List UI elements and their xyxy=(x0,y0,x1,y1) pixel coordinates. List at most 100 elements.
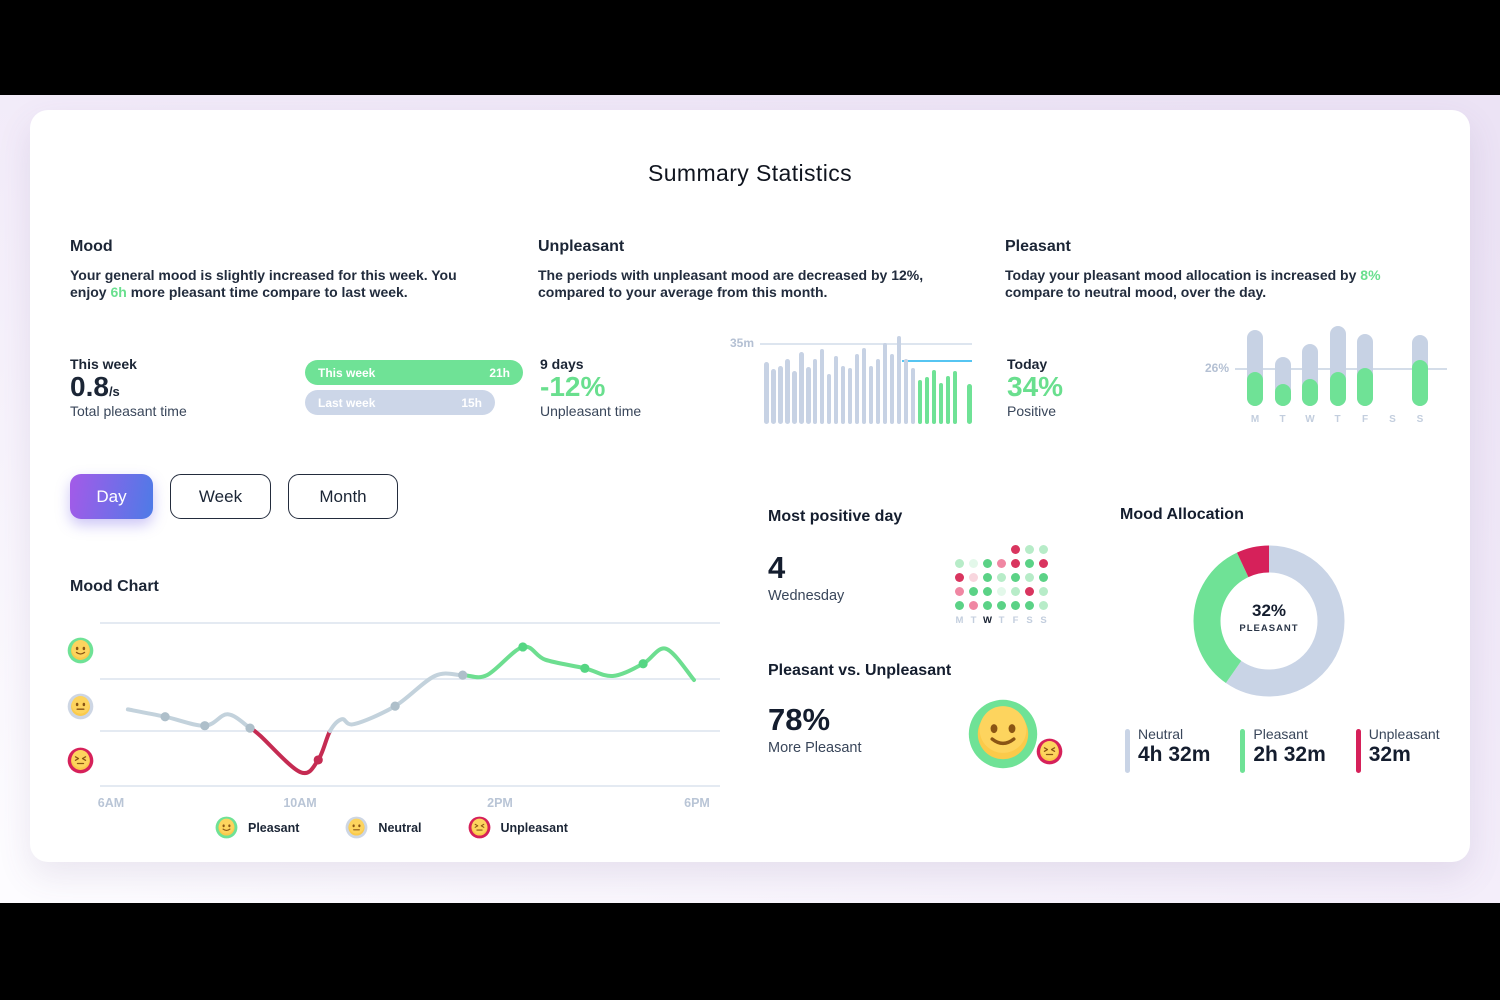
mood-dot xyxy=(969,587,978,596)
mood-dot xyxy=(1039,545,1048,554)
comparison-bar: Last week 15h xyxy=(305,390,495,415)
mood-stat-value: 0.8/s xyxy=(70,371,120,402)
unpleasant-swatch xyxy=(1355,729,1361,773)
daily-bar xyxy=(952,371,958,424)
mood-dot xyxy=(1039,601,1048,610)
comparison-bar: This week 21h xyxy=(305,360,523,385)
donut-center-label: 32% PLEASANT xyxy=(1239,601,1299,634)
mood-dot xyxy=(1025,545,1034,554)
daily-bar xyxy=(826,374,832,424)
big-pleasant-face-icon xyxy=(967,698,1039,770)
svg-text:2PM: 2PM xyxy=(487,796,513,810)
daily-bar xyxy=(903,359,909,424)
mood-dot xyxy=(1025,601,1034,610)
mood-dot xyxy=(983,601,992,610)
daily-bar xyxy=(966,384,972,424)
tab-week[interactable]: Week xyxy=(170,474,271,519)
daily-bar xyxy=(924,377,930,424)
pleasant-vs-caption: More Pleasant xyxy=(768,740,862,756)
unpleasant-stat-value: -12% xyxy=(540,371,606,402)
week-comparison-bars: This week 21h Last week 15h xyxy=(305,360,525,420)
legend-unpleasant: Unpleasant 32m xyxy=(1355,726,1440,773)
mood-allocation-donut xyxy=(1193,545,1345,697)
neutral-swatch xyxy=(1125,729,1130,773)
average-line xyxy=(902,360,972,362)
daily-bar xyxy=(917,380,923,424)
unpleasant-face-icon xyxy=(468,816,491,839)
mood-dot xyxy=(1039,559,1048,568)
daily-bar xyxy=(945,376,951,424)
mood-stat: This week 0.8/s Total pleasant time xyxy=(70,356,187,420)
mood-dot xyxy=(955,559,964,568)
legend-pleasant: Pleasant 2h 32m xyxy=(1240,726,1326,773)
mood-dot xyxy=(955,587,964,596)
unpleasant-bar-chart: 35m xyxy=(730,322,972,424)
page-title: Summary Statistics xyxy=(647,160,852,186)
ref-line-label: 35m xyxy=(730,336,755,350)
mood-dot xyxy=(1025,573,1034,582)
mood-dot xyxy=(1039,587,1048,596)
mood-dot xyxy=(1025,587,1034,596)
daily-bar xyxy=(805,367,811,424)
mood-dot xyxy=(1039,573,1048,582)
mood-dot xyxy=(983,587,992,596)
svg-text:10AM: 10AM xyxy=(283,796,316,810)
unpleasant-face-icon xyxy=(67,747,94,774)
pleasant-swatch xyxy=(1240,729,1246,773)
weekday-pill xyxy=(1412,335,1428,406)
weekday-pill xyxy=(1247,330,1263,406)
legend-unpleasant: Unpleasant xyxy=(468,816,568,839)
mood-chart-heading: Mood Chart xyxy=(70,578,159,595)
mood-dot xyxy=(997,573,1006,582)
mood-chart-legend: Pleasant Neutral Unpleasant xyxy=(215,816,568,839)
legend-pleasant: Pleasant xyxy=(215,816,299,839)
daily-bar xyxy=(896,336,902,424)
mood-dot xyxy=(1011,559,1020,568)
mood-dot xyxy=(1025,559,1034,568)
daily-bar xyxy=(770,369,776,424)
pleasant-stat-value: 34% xyxy=(1007,371,1064,402)
tab-day[interactable]: Day xyxy=(70,474,153,519)
pleasant-section: Pleasant Today your pleasant mood alloca… xyxy=(1005,238,1437,301)
small-unpleasant-face-icon xyxy=(1036,738,1063,765)
daily-bar xyxy=(847,368,853,424)
pleasant-description: Today your pleasant mood allocation is i… xyxy=(1005,267,1381,301)
mood-dot xyxy=(997,559,1006,568)
mood-dot xyxy=(955,573,964,582)
pleasant-face-icon xyxy=(67,637,94,664)
mood-dot xyxy=(997,587,1006,596)
most-positive-day-name: Wednesday xyxy=(768,588,845,604)
mood-dot xyxy=(983,545,992,554)
weekday-pill xyxy=(1357,334,1373,406)
daily-bar xyxy=(791,371,797,424)
daily-bar xyxy=(798,352,804,424)
daily-bar xyxy=(833,356,839,424)
most-positive-day-heading: Most positive day xyxy=(768,508,903,525)
mood-line-chart: 6AM 10AM 2PM 6PM xyxy=(98,622,720,810)
weekday-pill xyxy=(1274,357,1291,406)
weekday-pill xyxy=(1329,326,1346,406)
unpleasant-section: Unpleasant The periods with unpleasant m… xyxy=(538,238,968,301)
mood-dot xyxy=(969,601,978,610)
weekday-pill xyxy=(1302,344,1318,406)
unpleasant-heading: Unpleasant xyxy=(538,238,625,255)
svg-text:6AM: 6AM xyxy=(98,796,124,810)
pleasant-segment xyxy=(1193,545,1345,697)
mood-dot xyxy=(1011,573,1020,582)
mood-allocation-heading: Mood Allocation xyxy=(1120,506,1244,523)
daily-bar xyxy=(931,370,937,424)
neutral-face-icon xyxy=(67,693,94,720)
mood-dot xyxy=(997,545,1006,554)
svg-text:6PM: 6PM xyxy=(684,796,710,810)
neutral-face-icon xyxy=(345,816,368,839)
tab-month[interactable]: Month xyxy=(288,474,398,519)
mood-dot xyxy=(955,545,964,554)
unpleasant-segment xyxy=(1193,545,1345,697)
app-background: Summary Statistics Mood Your general moo… xyxy=(0,95,1500,903)
daily-bar xyxy=(889,354,895,424)
mood-section: Mood Your general mood is slightly incre… xyxy=(70,238,485,301)
ref-line xyxy=(760,343,972,345)
